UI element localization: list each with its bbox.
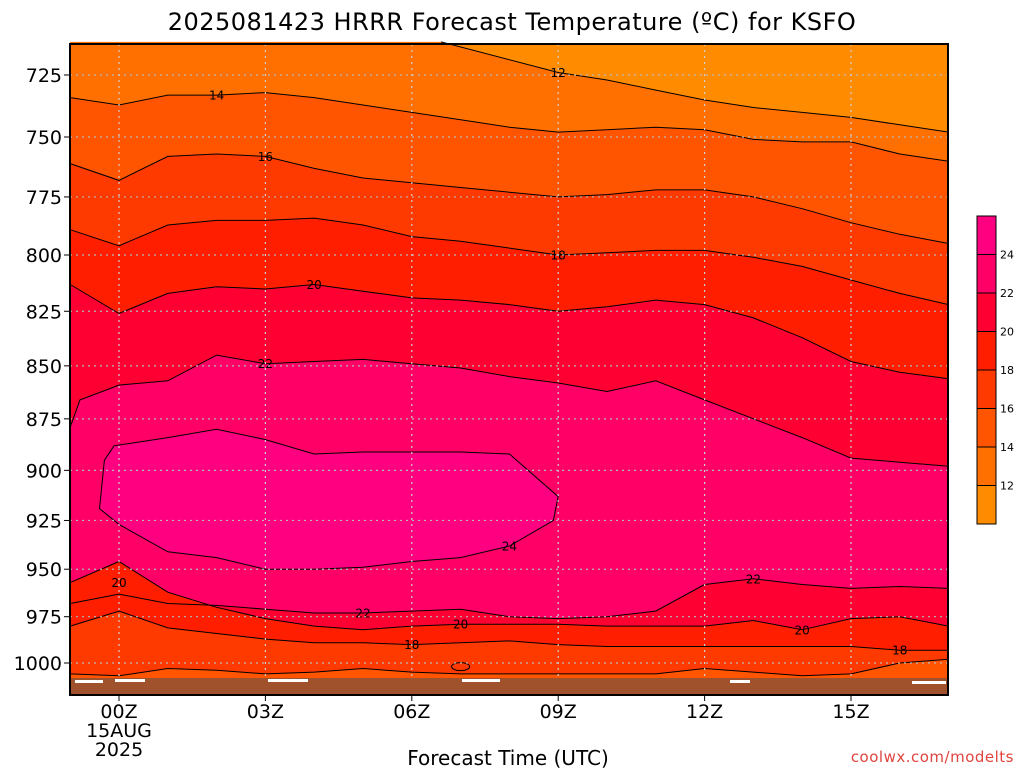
x-axis-label: Forecast Time (UTC) (407, 746, 609, 768)
contour-label: 20 (453, 618, 468, 632)
grid-lines (70, 44, 948, 695)
contour-label: 14 (209, 89, 224, 103)
ground-marker (268, 679, 308, 682)
y-tick-label: 850 (26, 356, 62, 378)
ground-marker (912, 681, 946, 684)
band-24-26 (99, 429, 559, 570)
contour-label: 22 (355, 606, 370, 620)
colorbar-tick-label: 16 (1000, 403, 1014, 416)
ground-marker (75, 680, 103, 683)
contour-label: 18 (892, 644, 907, 658)
colorbar-swatch (977, 254, 996, 293)
colorbar-tick-label: 14 (1000, 441, 1014, 454)
y-tick-label: 775 (26, 187, 62, 209)
contour-lines: 1214161820222422202018182220 (69, 41, 949, 677)
colorbar-swatch (977, 370, 996, 409)
colorbar-swatch (977, 216, 996, 255)
contour-line-12 (440, 41, 949, 133)
contour-line-16 (70, 153, 949, 244)
colorbar-tick-label: 12 (1000, 480, 1014, 493)
contour-label: 22 (746, 572, 761, 586)
colorbar-swatch (977, 293, 996, 332)
colorbar-tick-label: 20 (1000, 326, 1014, 339)
y-tick-label: 925 (26, 510, 62, 532)
contour-label: 20 (111, 576, 126, 590)
x-tick-label: 00Z (100, 701, 137, 723)
colorbar-swatch (977, 331, 996, 370)
colorbar-tick-label: 18 (1000, 364, 1014, 377)
ground-marker (462, 679, 500, 682)
x-tick-label: 12Z (686, 701, 723, 723)
colorbar-tick-label: 24 (1000, 249, 1014, 262)
colorbar-swatch (977, 485, 996, 524)
x-tick-label: 15Z (832, 701, 869, 723)
y-tick-label: 725 (26, 65, 62, 87)
contour-line-16 (70, 658, 949, 677)
x-tick-label: 06Z (393, 701, 430, 723)
y-tick-label: 975 (26, 607, 62, 629)
contour-line-14 (70, 92, 949, 162)
contour-line-18 (70, 610, 949, 651)
credit-link[interactable]: coolwx.com/modelts (851, 748, 1014, 766)
contour-label: 12 (551, 66, 566, 80)
y-tick-label: 1000 (14, 653, 62, 675)
contour-line-18 (70, 217, 949, 306)
contour-label: 20 (307, 278, 322, 292)
y-axis: 725 750 775 800 825 850 875 900 925 950 975 1000 (14, 65, 70, 675)
contour-line-22 (69, 354, 949, 467)
contour-label: 24 (502, 539, 517, 553)
contour-line-20 (70, 560, 949, 631)
x-tick-label: 03Z (247, 701, 284, 723)
ground-fill (70, 678, 948, 695)
contour-label: 20 (795, 623, 810, 637)
colorbar: 12 14 16 18 20 22 24 (976, 215, 1014, 525)
ground-marker (730, 680, 750, 683)
y-tick-label: 900 (26, 460, 62, 482)
band-lower-16-18 (70, 611, 949, 678)
ground-layer (70, 678, 948, 695)
contour-label: 22 (258, 357, 273, 371)
y-tick-label: 800 (26, 245, 62, 267)
ground-marker (115, 679, 145, 682)
y-tick-label: 875 (26, 409, 62, 431)
x-tick-sublabel: 2025 (95, 739, 143, 761)
colorbar-swatch (977, 447, 996, 486)
contour-line-24 (98, 428, 559, 570)
contour-line-20 (69, 283, 949, 380)
plot-frame (69, 43, 949, 696)
chart-title: 2025081423 HRRR Forecast Temperature (ºC… (168, 8, 857, 36)
x-tick-label: 09Z (540, 701, 577, 723)
y-tick-label: 825 (26, 301, 62, 323)
y-tick-label: 750 (26, 127, 62, 149)
x-tick-sublabel: 15AUG (86, 720, 152, 742)
contour-label: 16 (258, 150, 273, 164)
colorbar-tick-label: 22 (1000, 287, 1014, 300)
plot-background (70, 41, 949, 679)
colorbar-swatch (977, 408, 996, 447)
y-tick-label: 950 (26, 559, 62, 581)
